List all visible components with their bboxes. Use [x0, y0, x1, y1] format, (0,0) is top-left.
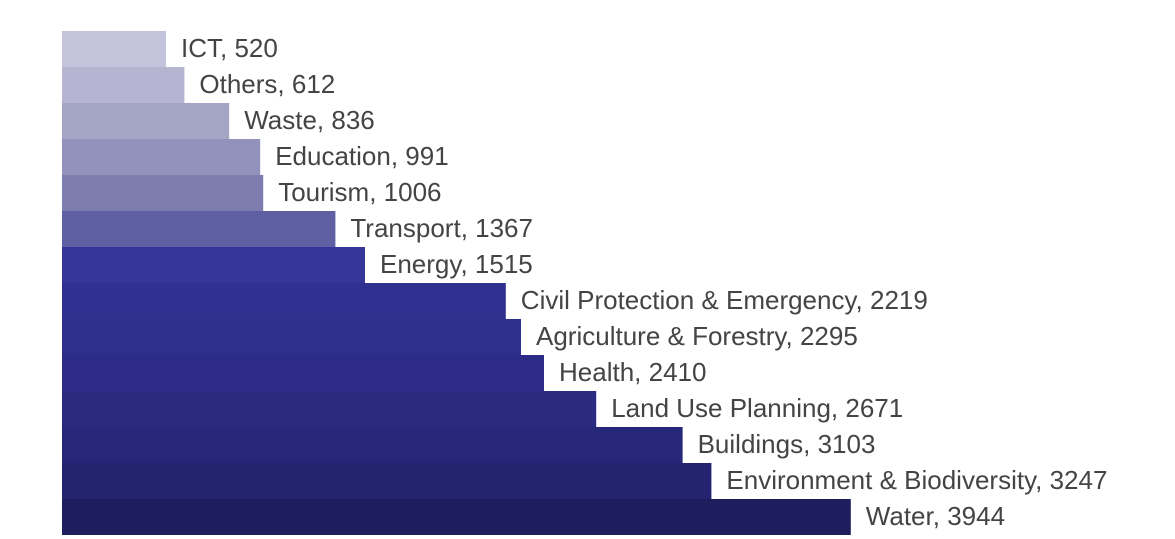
separator: , [220, 33, 234, 63]
separator: , [391, 141, 405, 171]
category-label: Transport [350, 213, 461, 243]
category-label: Energy [380, 249, 462, 279]
bar [62, 31, 166, 67]
bar [62, 283, 506, 319]
bar [62, 319, 521, 355]
value-label: 3944 [947, 501, 1005, 531]
value-label: 2671 [845, 393, 903, 423]
value-label: 2219 [870, 285, 928, 315]
separator: , [634, 357, 648, 387]
category-label: Water [866, 501, 935, 531]
category-label: Waste [244, 105, 317, 135]
bar-label: Others, 612 [199, 69, 335, 99]
bar-label: Water, 3944 [866, 501, 1005, 531]
value-label: 1006 [384, 177, 442, 207]
separator: , [277, 69, 291, 99]
value-label: 520 [234, 33, 277, 63]
bar [62, 103, 230, 139]
separator: , [317, 105, 331, 135]
bar-label: Tourism, 1006 [278, 177, 441, 207]
bar-label: Land Use Planning, 2671 [611, 393, 903, 423]
category-label: Land Use Planning [611, 393, 831, 423]
bar [62, 67, 185, 103]
value-label: 612 [292, 69, 335, 99]
category-label: Agriculture & Forestry [536, 321, 787, 351]
bar-label: Agriculture & Forestry, 2295 [536, 321, 858, 351]
value-label: 3247 [1050, 465, 1108, 495]
category-label: Education [275, 141, 391, 171]
value-label: 1367 [475, 213, 533, 243]
bar-label: ICT, 520 [181, 33, 278, 63]
bar [62, 211, 336, 247]
bar [62, 355, 544, 391]
separator: , [831, 393, 845, 423]
separator: , [1035, 465, 1049, 495]
category-label: Buildings [698, 429, 804, 459]
bar-label: Health, 2410 [559, 357, 706, 387]
category-label: Health [559, 357, 634, 387]
category-label: Others [199, 69, 277, 99]
separator: , [460, 249, 474, 279]
bar-label: Energy, 1515 [380, 249, 533, 279]
bar [62, 499, 851, 535]
separator: , [856, 285, 870, 315]
bar [62, 391, 597, 427]
bar-label: Waste, 836 [244, 105, 375, 135]
bar-label: Education, 991 [275, 141, 449, 171]
bar [62, 463, 712, 499]
separator: , [785, 321, 799, 351]
bar-label: Transport, 1367 [350, 213, 533, 243]
separator: , [461, 213, 475, 243]
value-label: 991 [405, 141, 448, 171]
category-label: Civil Protection & Emergency [521, 285, 858, 315]
bar-label: Civil Protection & Emergency, 2219 [521, 285, 928, 315]
separator: , [933, 501, 947, 531]
separator: , [803, 429, 817, 459]
bar [62, 175, 264, 211]
bar [62, 427, 683, 463]
value-label: 2410 [649, 357, 707, 387]
bar [62, 139, 261, 175]
value-label: 2295 [800, 321, 858, 351]
value-label: 3103 [818, 429, 876, 459]
value-label: 836 [331, 105, 374, 135]
value-label: 1515 [475, 249, 533, 279]
category-label: ICT [181, 33, 223, 63]
category-label: Environment & Biodiversity [726, 465, 1037, 495]
bar-label: Buildings, 3103 [698, 429, 876, 459]
category-label: Tourism [278, 177, 369, 207]
bar-label: Environment & Biodiversity, 3247 [726, 465, 1107, 495]
separator: , [369, 177, 383, 207]
bar [62, 247, 365, 283]
